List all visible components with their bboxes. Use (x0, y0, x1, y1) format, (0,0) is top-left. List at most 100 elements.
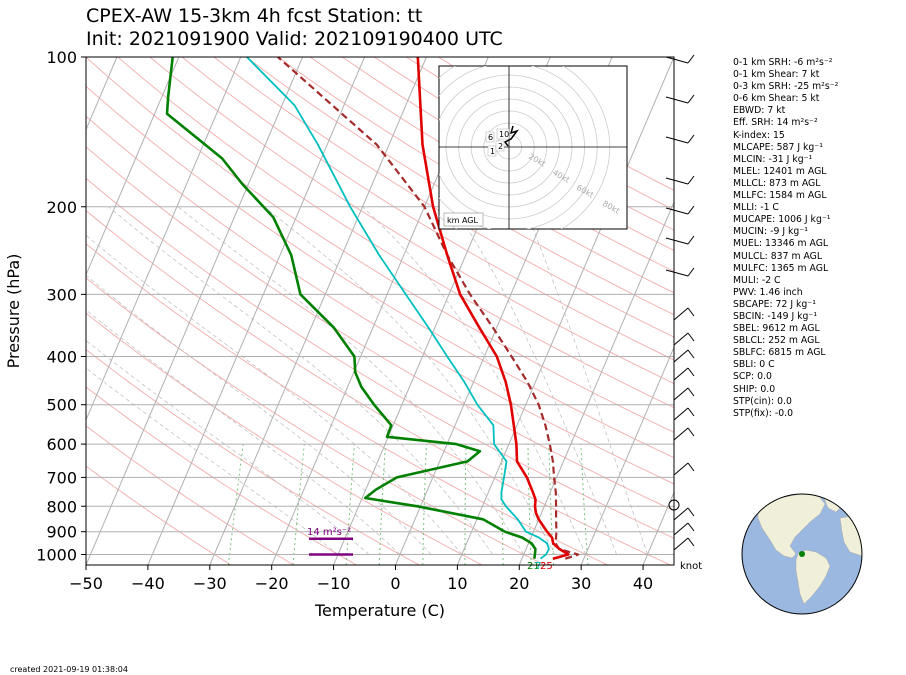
mixing-ratio-line (378, 444, 386, 565)
sounding-parameter: MLCAPE: 587 J kg⁻¹ (733, 141, 823, 153)
moist-adiabat (523, 206, 648, 555)
sounding-parameter: STP(fix): -0.0 (733, 407, 794, 419)
sounding-parameter: MUCIN: -9 J kg⁻¹ (733, 226, 808, 238)
wind-barb-shaft (673, 407, 689, 421)
location-globe (741, 493, 863, 615)
wind-barb (665, 175, 695, 185)
wind-barb (673, 427, 695, 441)
sounding-parameter: 0-3 km SRH: -25 m²s⁻² (733, 81, 839, 93)
isotherm (86, 57, 304, 565)
dry-adiabat (86, 425, 294, 565)
wind-barb-flag (687, 349, 695, 359)
wind-barb-shaft (665, 269, 689, 277)
wind-barb-flag (687, 267, 695, 277)
wind-barb (673, 462, 695, 476)
temperature-trace (416, 57, 570, 560)
dry-adiabat (86, 277, 545, 565)
wind-barb-shaft (673, 367, 689, 381)
wind-barb (665, 205, 695, 215)
mixing-ratio-line (580, 444, 589, 565)
dry-adiabat (86, 177, 674, 539)
sounding-parameter: SBLCL: 252 m AGL (733, 335, 820, 347)
y-tick-label: 700 (46, 468, 77, 487)
hodograph-height-marker: 1 (490, 147, 495, 156)
wind-barb (665, 134, 695, 144)
wind-barb (673, 522, 695, 536)
y-tick-label: 900 (46, 523, 77, 542)
dry-adiabat (181, 57, 674, 361)
wind-barb (665, 235, 695, 245)
south-america-land (795, 549, 831, 605)
dry-adiabat (117, 57, 674, 409)
wind-barb-shaft (665, 177, 689, 185)
x-tick-label: 20 (509, 574, 529, 593)
sounding-parameter: MULCL: 837 m AGL (733, 250, 823, 262)
wind-barb-flag (687, 94, 695, 104)
wind-unit-label: knot (680, 561, 702, 572)
wind-barb-shaft (665, 237, 689, 245)
sounding-parameter: SCP: 0.0 (733, 371, 772, 383)
wind-barb-flag (687, 175, 695, 185)
hodograph-height-marker: 10 (499, 130, 509, 139)
sounding-parameter: STP(cin): 0.0 (733, 395, 792, 407)
x-tick-label: 0 (390, 574, 400, 593)
y-axis-label: Pressure (hPa) (4, 254, 23, 369)
plot-title-line-2: Init: 2021091900 Valid: 202109190400 UTC (86, 28, 503, 50)
hodograph-marker-box (495, 140, 505, 152)
hodograph-height-marker: 2 (498, 142, 503, 151)
moist-adiabat (86, 274, 432, 555)
dry-adiabat (277, 57, 674, 294)
dry-adiabat (86, 209, 671, 565)
wind-barb-shaft (673, 537, 689, 551)
sounding-parameter: SBEL: 9612 m AGL (733, 323, 820, 335)
wetbulb-trace (246, 57, 550, 560)
hodograph-frame (438, 65, 628, 230)
y-tick-label: 100 (46, 48, 77, 67)
sounding-parameter: K-index: 15 (733, 129, 785, 141)
isotherm (456, 57, 674, 565)
x-tick-label: 10 (447, 574, 467, 593)
plot-title-line-1: CPEX-AW 15-3km 4h fcst Station: tt (86, 5, 423, 27)
sounding-parameter: MLLFC: 1584 m AGL (733, 190, 827, 202)
moist-adiabat (86, 367, 339, 555)
wind-barb-flag (687, 507, 695, 517)
sounding-parameter: SBCIN: -149 J kg⁻¹ (733, 310, 818, 322)
hodograph-trace (503, 125, 520, 147)
wind-barb-shaft (673, 427, 689, 441)
dry-adiabat (309, 57, 674, 273)
hodograph-unit-label: km AGL (447, 216, 479, 225)
mixing-ratio-line (464, 444, 467, 565)
wind-barb (673, 407, 695, 421)
wind-barb-flag (687, 367, 695, 377)
dry-adiabat (86, 312, 483, 565)
wind-barb-shaft (665, 56, 689, 64)
sounding-parameter: MUEL: 13346 m AGL (733, 238, 829, 250)
wind-barb-flag (687, 332, 695, 342)
sounding-parameter: PWV: 1.46 inch (733, 286, 803, 298)
hodograph-marker-box (485, 131, 495, 143)
mixing-ratio-line (501, 444, 504, 565)
sounding-parameter: 0-1 km SRH: -6 m²s⁻² (733, 57, 833, 68)
y-tick-label: 300 (46, 285, 77, 304)
moist-adiabat (108, 206, 494, 555)
wind-barb-flag (687, 54, 695, 64)
wind-barb (665, 54, 695, 64)
sounding-parameter: 0-1 km Shear: 7 kt (733, 69, 820, 81)
x-tick-label: −40 (131, 574, 165, 593)
wind-barb-flag (687, 134, 695, 144)
wind-barb (673, 332, 695, 346)
created-timestamp: created 2021-09-19 01:38:04 (10, 665, 128, 674)
wind-barb-flag (687, 462, 695, 472)
parcel-trace (277, 57, 580, 560)
hodograph-height-marker: 6 (488, 133, 493, 142)
wind-barb-shaft (665, 96, 689, 104)
calm-wind-barb (668, 499, 680, 511)
wind-barb-shaft (673, 522, 689, 536)
wind-barb (665, 94, 695, 104)
surface-temperature-label: 25 (540, 561, 553, 572)
wind-barb (673, 307, 695, 321)
sounding-parameter: SBLFC: 6815 m AGL (733, 347, 826, 359)
sounding-parameter: EBWD: 7 kt (733, 105, 786, 117)
surface-wetbulb-label: 7 (535, 561, 541, 572)
srh-label: 14 m²s⁻² (307, 527, 351, 538)
